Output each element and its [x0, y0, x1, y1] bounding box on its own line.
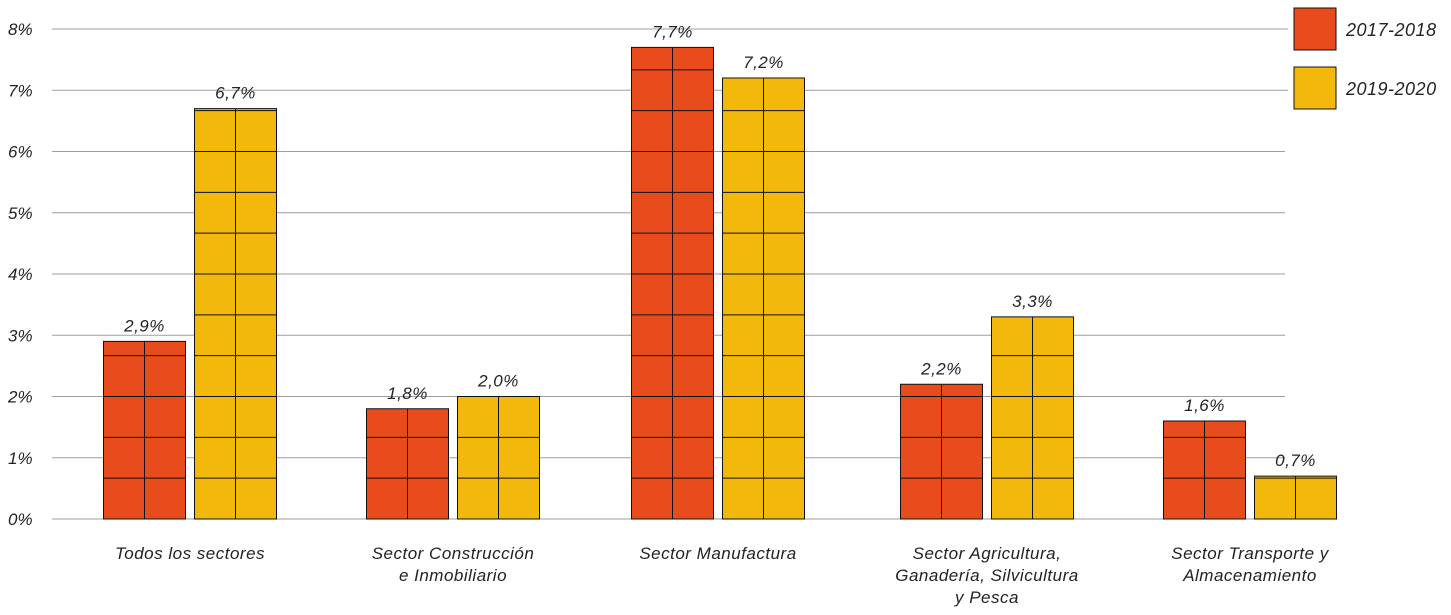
bar-2017-2018-0: [103, 340, 186, 520]
legend-label: 2017-2018: [1345, 20, 1437, 40]
y-tick-label: 1%: [8, 449, 33, 468]
bar-2017-2018-2: [631, 46, 714, 520]
y-tick-label: 5%: [8, 204, 33, 223]
bar-2017-2018-1: [366, 408, 449, 520]
legend-item-2019-2020: 2019-2020: [1293, 66, 1437, 110]
y-axis-ticks: 0% 1% 2% 3% 4% 5% 6% 7% 8%: [7, 20, 33, 529]
legend-label: 2019-2020: [1345, 79, 1437, 99]
data-label: 2,2%: [920, 359, 962, 378]
data-label: 3,3%: [1012, 292, 1053, 311]
y-tick-label: 3%: [8, 326, 33, 345]
legend-swatch: [1293, 7, 1337, 51]
y-tick-label: 8%: [8, 20, 33, 39]
data-label: 1,8%: [387, 384, 428, 403]
legend: 2017-2018 2019-2020: [1293, 7, 1437, 110]
bar-2019-2020-1: [457, 396, 540, 520]
data-label: 1,6%: [1184, 396, 1225, 415]
data-label: 0,7%: [1275, 451, 1316, 470]
data-labels: 2,9% 1,8% 7,7% 2,2% 1,6% 6,7% 2,0% 7,2% 3,3% 0,7%: [123, 22, 1316, 470]
x-axis-categories: Todos los sectores Sector Construcción e I…: [115, 544, 1330, 607]
bar-2017-2018-3: [900, 383, 983, 520]
legend-swatch: [1293, 66, 1337, 110]
x-category-label: Sector Manufactura: [639, 544, 796, 563]
y-tick-label: 2%: [7, 388, 33, 407]
x-category-label: y Pesca: [954, 588, 1019, 607]
bar-2019-2020-4: [1254, 475, 1337, 520]
y-tick-label: 7%: [8, 81, 33, 100]
y-tick-label: 0%: [8, 510, 33, 529]
bar-2017-2018-4: [1163, 420, 1246, 520]
x-category-label: Sector Transporte y: [1171, 544, 1330, 563]
data-label: 2,9%: [123, 316, 165, 335]
x-category-label: Ganadería, Silvicultura: [895, 566, 1078, 585]
bars: [103, 46, 1337, 520]
x-category-label: Almacenamiento: [1182, 566, 1317, 585]
bar-2019-2020-0: [194, 108, 277, 520]
bar-2019-2020-2: [722, 77, 805, 520]
data-label: 6,7%: [215, 84, 256, 103]
x-category-label: Sector Construcción: [372, 544, 535, 563]
x-category-label: Todos los sectores: [115, 544, 265, 563]
data-label: 7,7%: [652, 22, 693, 41]
y-tick-label: 6%: [8, 143, 33, 162]
y-tick-label: 4%: [8, 265, 33, 284]
data-label: 2,0%: [477, 372, 519, 391]
bar-2019-2020-3: [991, 316, 1074, 520]
legend-item-2017-2018: 2017-2018: [1293, 7, 1437, 51]
x-category-label: e Inmobiliario: [399, 566, 507, 585]
x-category-label: Sector Agricultura,: [913, 544, 1062, 563]
data-label: 7,2%: [743, 53, 784, 72]
